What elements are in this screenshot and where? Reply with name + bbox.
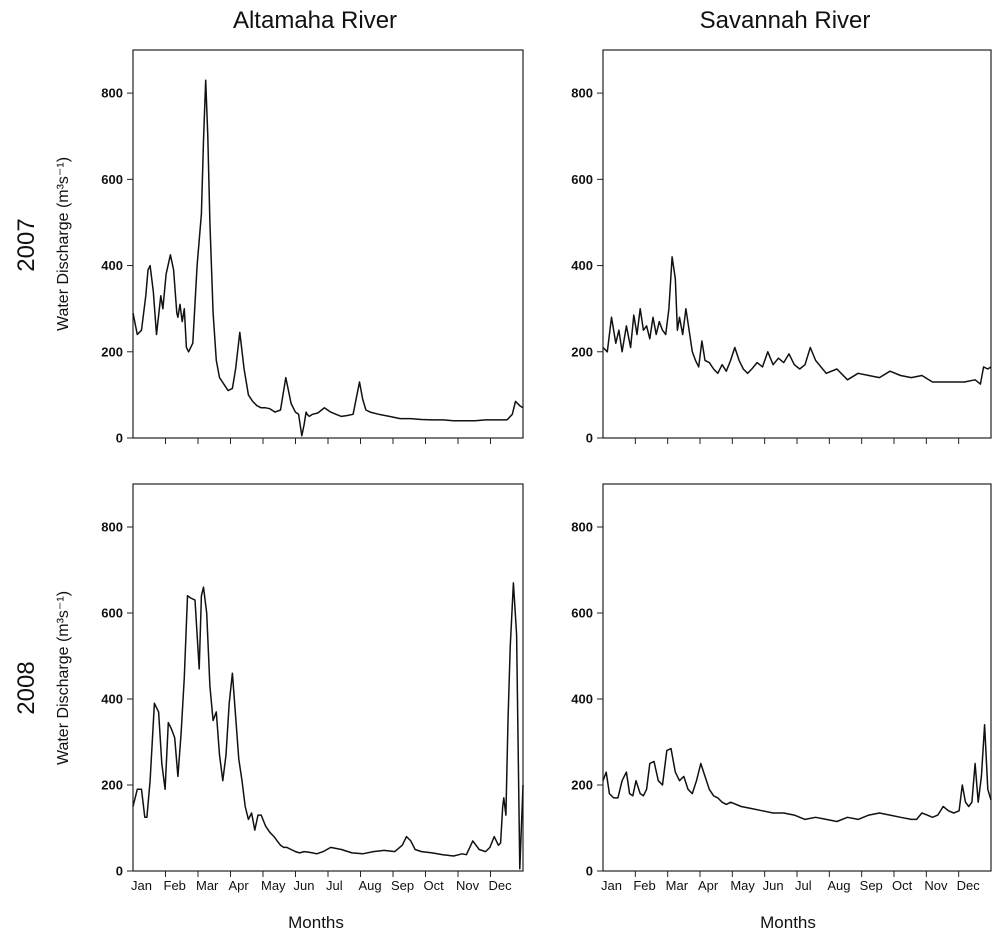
x-tick-label: Sep	[860, 878, 883, 893]
y-tick-label: 0	[116, 864, 123, 879]
plot-frame	[132, 483, 524, 872]
y-tick-label: 200	[101, 778, 123, 793]
x-tick-label: Sep	[391, 878, 414, 893]
x-tick-label: Jul	[326, 878, 343, 893]
x-axis-label: Months	[288, 913, 344, 932]
column-title-savannah: Savannah River	[700, 7, 871, 34]
plot-frame	[602, 483, 992, 872]
y-tick-label: 800	[101, 86, 123, 101]
y-axis-label: Water Discharge (m³s⁻¹)	[55, 157, 72, 331]
x-axis-label: Months	[760, 913, 816, 932]
y-tick-label: 400	[101, 258, 123, 273]
y-tick-label: 0	[586, 864, 593, 879]
x-tick-label: Oct	[424, 878, 445, 893]
discharge-series-line	[602, 724, 992, 823]
y-tick-label: 400	[571, 692, 593, 707]
column-title-altamaha: Altamaha River	[233, 7, 397, 34]
x-tick-label: Mar	[666, 878, 689, 893]
y-tick-label: 400	[571, 258, 593, 273]
y-axis-label: Water Discharge (m³s⁻¹)	[55, 591, 72, 765]
x-tick-label: Dec	[489, 878, 513, 893]
x-tick-label: Feb	[633, 878, 655, 893]
y-tick-label: 0	[116, 431, 123, 446]
y-tick-label: 600	[101, 606, 123, 621]
x-tick-label: May	[261, 878, 286, 893]
plot-frame	[602, 49, 992, 439]
x-tick-label: Nov	[924, 878, 948, 893]
x-tick-label: Apr	[698, 878, 719, 893]
y-tick-label: 200	[571, 344, 593, 359]
y-tick-label: 600	[101, 172, 123, 187]
row-label-2007: 2007	[13, 218, 40, 271]
x-tick-label: Oct	[892, 878, 913, 893]
y-tick-label: 200	[101, 344, 123, 359]
y-tick-label: 200	[571, 778, 593, 793]
x-tick-label: Feb	[164, 878, 186, 893]
panel-altamaha-2008: Water Discharge (m³s⁻¹) Months 0 200 400 60…	[55, 483, 524, 932]
x-tick-label: Dec	[957, 878, 981, 893]
x-tick-label: Aug	[359, 878, 382, 893]
x-tick-label: Mar	[196, 878, 219, 893]
x-tick-label: Jun	[294, 878, 315, 893]
x-tick-label: Jun	[763, 878, 784, 893]
panel-altamaha-2007: Water Discharge (m³s⁻¹) 0 200 400 600 800	[55, 49, 524, 446]
row-label-2008: 2008	[13, 661, 40, 714]
x-tick-label: Jan	[131, 878, 152, 893]
x-tick-label: Aug	[827, 878, 850, 893]
discharge-series-line	[602, 256, 992, 385]
y-tick-label: 800	[571, 86, 593, 101]
y-tick-label: 600	[571, 606, 593, 621]
x-tick-label: Jan	[601, 878, 622, 893]
discharge-series-line	[132, 582, 524, 870]
x-tick-label: Nov	[456, 878, 480, 893]
x-tick-label: Jul	[795, 878, 812, 893]
panel-savannah-2008: Months 0 200 400 600 800 Jan Feb Mar Apr May Jun Ju…	[571, 483, 992, 932]
x-tick-label: May	[730, 878, 755, 893]
panel-savannah-2007: 0 200 400 600 800	[571, 49, 992, 446]
y-tick-label: 800	[101, 520, 123, 535]
y-tick-label: 0	[586, 431, 593, 446]
y-tick-label: 400	[101, 692, 123, 707]
y-tick-label: 600	[571, 172, 593, 187]
x-tick-label: Apr	[229, 878, 250, 893]
discharge-series-line	[132, 79, 524, 437]
plot-frame	[132, 49, 524, 439]
y-tick-label: 800	[571, 520, 593, 535]
